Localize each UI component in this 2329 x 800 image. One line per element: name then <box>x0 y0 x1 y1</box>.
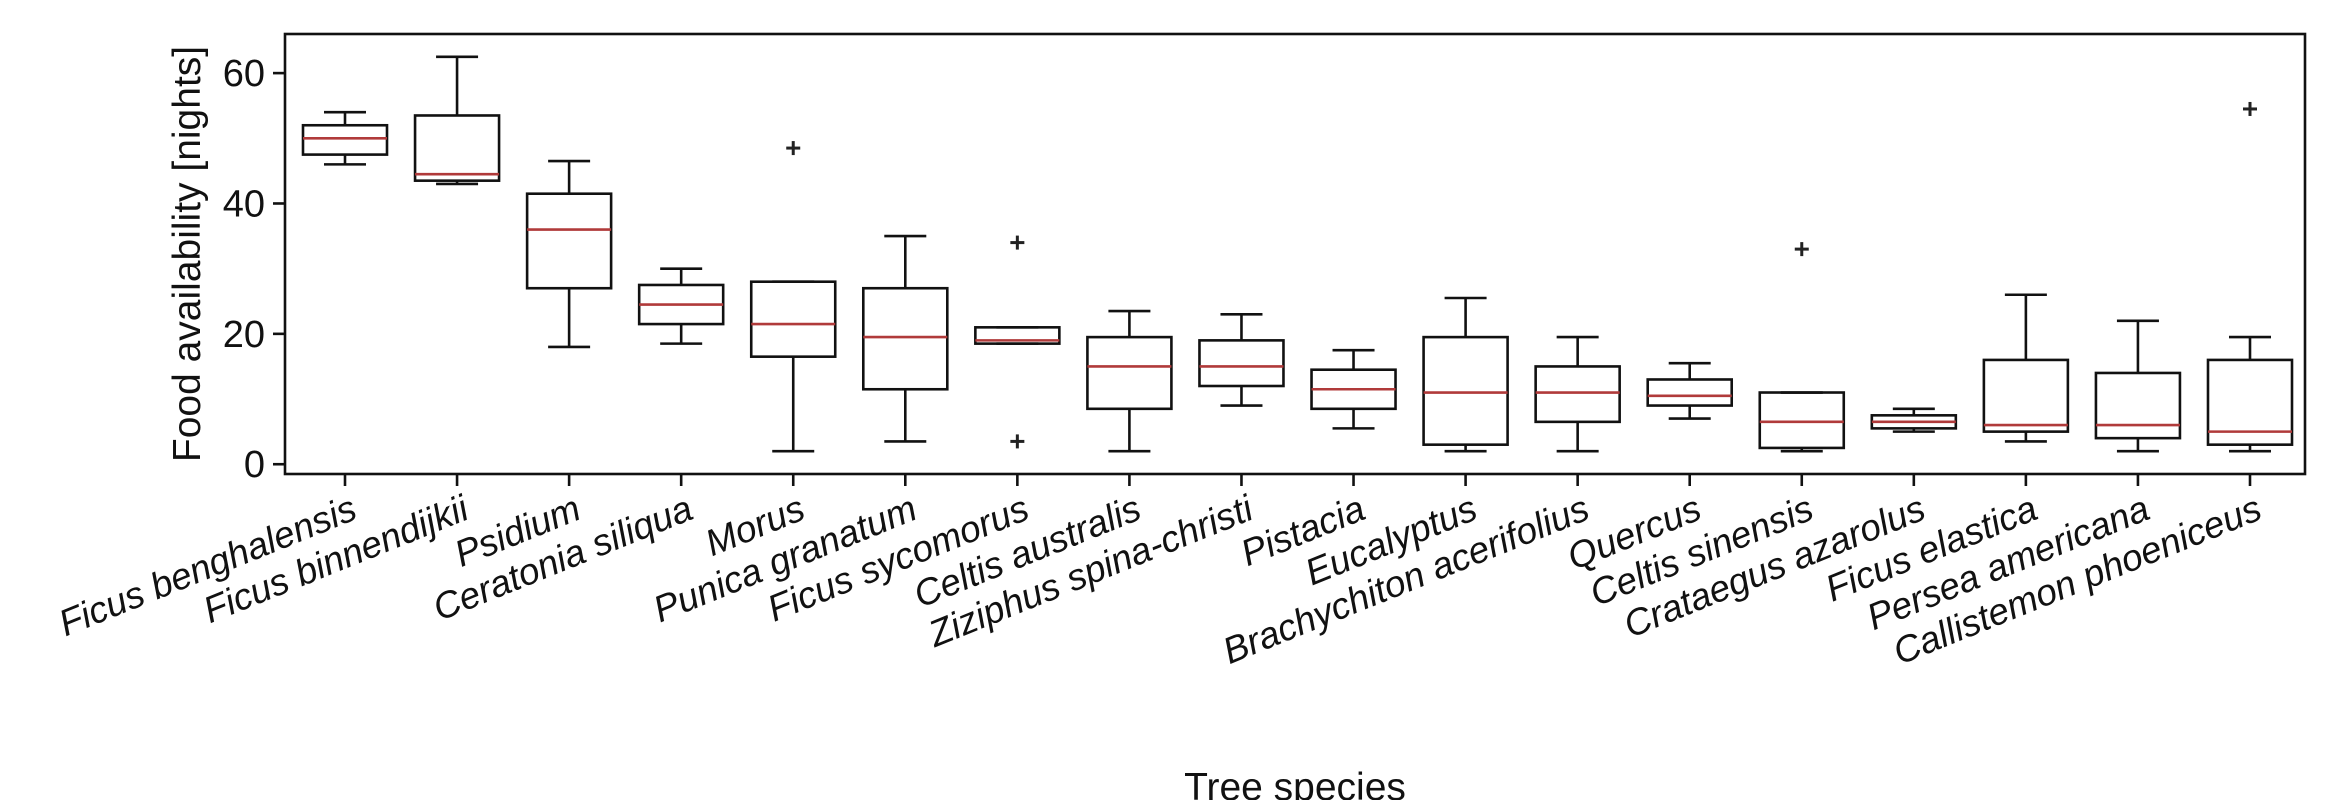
y-tick-label: 20 <box>223 314 265 356</box>
plot-frame <box>283 32 2307 476</box>
outlier-marker <box>2243 101 2257 116</box>
y-tick-label: 40 <box>223 183 265 225</box>
outlier-marker <box>1794 242 1809 257</box>
iqr-box <box>525 192 613 290</box>
iqr-box <box>2206 358 2294 446</box>
x-axis-title: Tree species <box>1184 766 1406 800</box>
iqr-box <box>2094 371 2182 440</box>
y-tick-label: 60 <box>223 53 265 95</box>
iqr-box <box>1086 335 1173 411</box>
outlier-marker <box>1010 235 1025 250</box>
iqr-box <box>974 326 1061 345</box>
y-tick-label: 0 <box>244 444 265 486</box>
iqr-box <box>413 114 501 182</box>
iqr-box <box>1422 335 1509 446</box>
iqr-box <box>1982 358 2070 433</box>
iqr-box <box>1198 339 1285 388</box>
iqr-box <box>1646 378 1734 407</box>
iqr-box <box>749 280 837 358</box>
outlier-marker <box>786 141 801 156</box>
iqr-box <box>1758 391 1846 450</box>
iqr-box <box>861 286 949 391</box>
outlier-marker <box>1010 434 1025 449</box>
y-axis-title: Food availability [nights] <box>166 46 209 462</box>
iqr-box <box>1534 365 1621 424</box>
iqr-box <box>301 123 389 156</box>
